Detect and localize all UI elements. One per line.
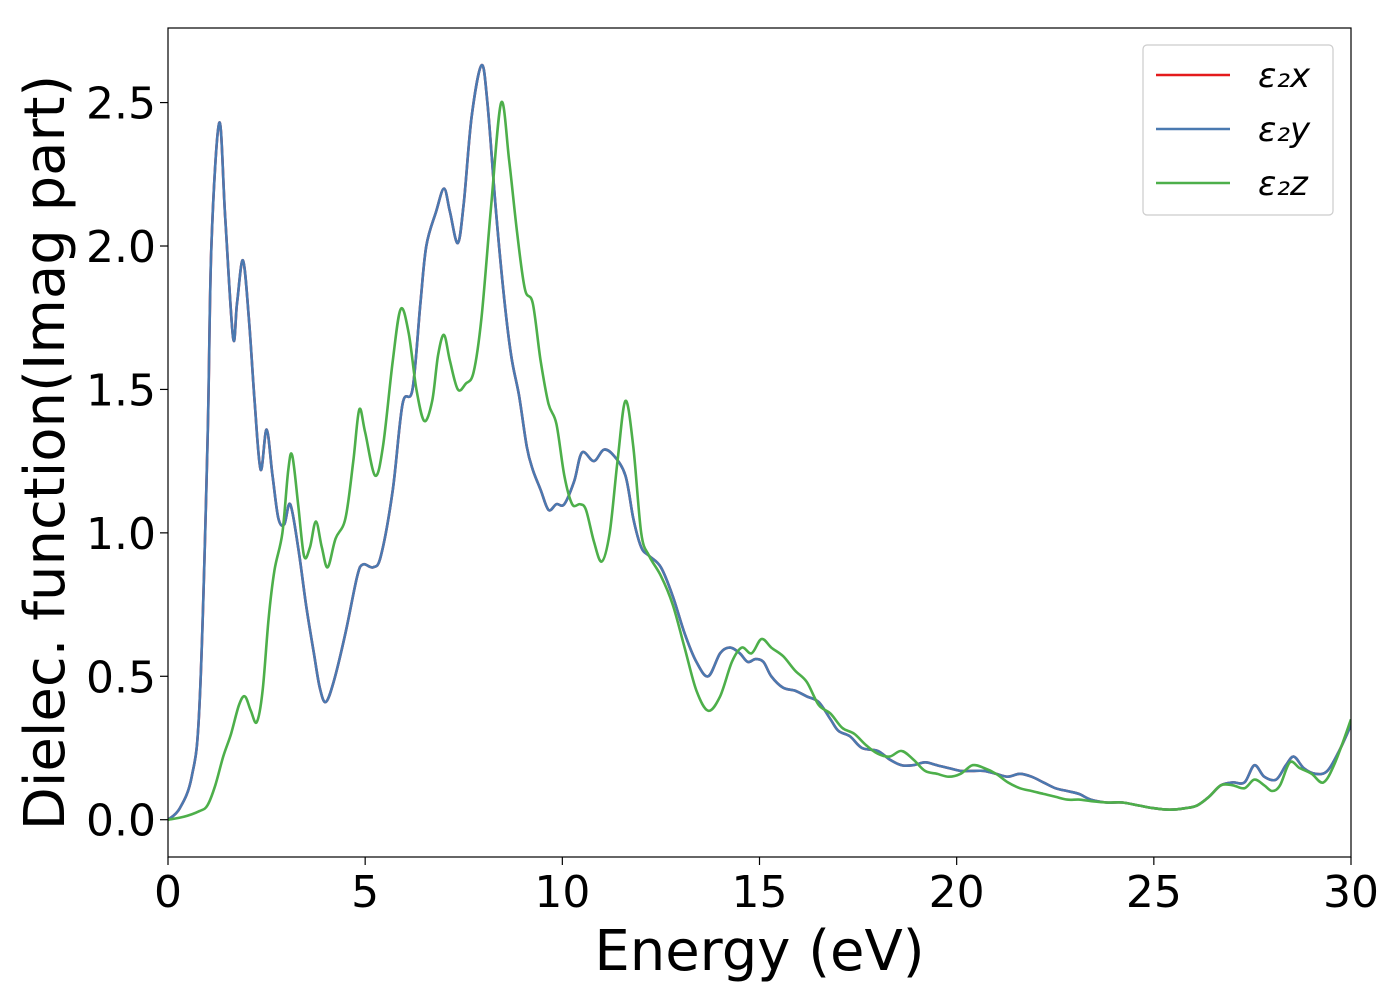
y-tick-label: 0.0 <box>86 796 156 847</box>
y-tick-label: 2.0 <box>86 222 156 273</box>
legend-box <box>1142 44 1334 216</box>
x-tick-label: 10 <box>534 867 590 918</box>
y-tick-label: 1.5 <box>86 365 156 416</box>
legend-label-0: ε₂x <box>1258 56 1311 96</box>
legend: ε₂x ε₂y ε₂z <box>1142 44 1334 216</box>
x-axis-title: Energy (eV) <box>594 919 924 984</box>
x-tick-label: 25 <box>1126 867 1182 918</box>
x-tick-label: 0 <box>154 867 182 918</box>
x-axis-ticks: 0 5 10 15 20 25 30 <box>154 857 1379 918</box>
x-tick-label: 15 <box>732 867 788 918</box>
series-line-1 <box>168 63 1351 821</box>
legend-label-2: ε₂z <box>1258 164 1309 204</box>
legend-label-1: ε₂y <box>1258 110 1311 150</box>
series-layer <box>168 63 1351 821</box>
x-tick-label: 5 <box>351 867 379 918</box>
series-line-2 <box>168 100 1351 821</box>
y-axis-ticks: 0.0 0.5 1.0 1.5 2.0 2.5 <box>86 79 168 847</box>
x-tick-label: 30 <box>1323 867 1379 918</box>
y-tick-label: 1.0 <box>86 509 156 560</box>
y-tick-label: 0.5 <box>86 652 156 703</box>
legend-items: ε₂x ε₂y ε₂z <box>1156 56 1311 204</box>
y-axis-title: Dielec. function(Imag part) <box>13 75 78 831</box>
y-tick-label: 2.5 <box>86 79 156 130</box>
x-tick-label: 20 <box>929 867 985 918</box>
